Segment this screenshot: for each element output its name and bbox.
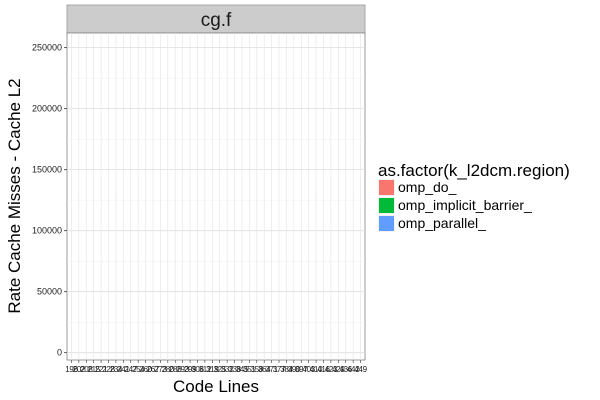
x-tick-label: 429	[332, 365, 345, 374]
x-tick-label: 247	[125, 365, 138, 374]
x-tick-label: 371	[265, 365, 278, 374]
legend-title: as.factor(k_l2dcm.region)	[378, 161, 570, 180]
x-tick-label: 416	[317, 365, 330, 374]
x-tick-label: 410	[310, 365, 323, 374]
x-tick-label: 306	[191, 365, 204, 374]
legend-label: omp_do_	[398, 179, 457, 195]
x-tick-label: 196	[65, 365, 78, 374]
x-tick-label: 267	[147, 365, 160, 374]
y-tick-label: 0	[57, 348, 62, 358]
x-tick-label: 358	[251, 365, 264, 374]
legend-swatch	[379, 216, 394, 231]
x-tick-label: 449	[354, 365, 367, 374]
x-tick-label: 319	[206, 365, 219, 374]
x-tick-label: 221	[95, 365, 108, 374]
legend-label: omp_implicit_barrier_	[398, 197, 532, 213]
x-tick-label: 299	[184, 365, 197, 374]
x-axis-title: Code Lines	[173, 377, 259, 396]
x-tick-label: 345	[236, 365, 249, 374]
x-tick-label: 332	[221, 365, 234, 374]
x-tick-label: 390	[288, 365, 301, 374]
y-tick-label: 100000	[32, 226, 62, 236]
legend-label: omp_parallel_	[398, 215, 486, 231]
x-tick-label: 228	[102, 365, 115, 374]
x-tick-label: 293	[176, 365, 189, 374]
x-tick-label: 234	[110, 365, 123, 374]
y-axis-title: Rate Cache Misses - Cache L2	[5, 78, 24, 313]
x-tick-label: 312	[199, 365, 212, 374]
x-tick-label: 254	[132, 365, 145, 374]
x-axis: 1962022082152212282342412472542602672732…	[65, 360, 368, 374]
y-axis: 0 50000 100000 150000 200000 250000	[32, 43, 67, 358]
legend-swatch	[379, 198, 394, 213]
legend-swatch	[379, 180, 394, 195]
x-tick-label: 260	[139, 365, 152, 374]
y-tick-label: 200000	[32, 104, 62, 114]
x-tick-label: 325	[213, 365, 226, 374]
x-tick-label: 442	[347, 365, 360, 374]
x-tick-label: 377	[273, 365, 286, 374]
grid-lines	[67, 33, 365, 360]
y-tick-label: 50000	[37, 287, 62, 297]
legend: as.factor(k_l2dcm.region) omp_do_ omp_imp…	[378, 161, 570, 232]
x-tick-label: 208	[80, 365, 93, 374]
x-tick-label: 202	[73, 365, 86, 374]
plot-panel	[66, 32, 366, 361]
x-tick-label: 273	[154, 365, 167, 374]
facet-strip	[66, 4, 366, 34]
x-tick-label: 423	[325, 365, 338, 374]
x-tick-label: 338	[228, 365, 241, 374]
x-tick-label: 215	[87, 365, 100, 374]
facet-strip-label: cg.f	[201, 10, 232, 31]
x-tick-label: 384	[280, 365, 293, 374]
y-tick-label: 150000	[32, 165, 62, 175]
x-tick-label: 403	[302, 365, 315, 374]
x-tick-label: 397	[295, 365, 308, 374]
x-tick-label: 436	[339, 365, 352, 374]
x-tick-label: 280	[162, 365, 175, 374]
x-tick-label: 364	[258, 365, 271, 374]
x-tick-label: 241	[117, 365, 130, 374]
x-tick-label: 351	[243, 365, 256, 374]
y-tick-label: 250000	[32, 43, 62, 53]
x-tick-label: 286	[169, 365, 182, 374]
